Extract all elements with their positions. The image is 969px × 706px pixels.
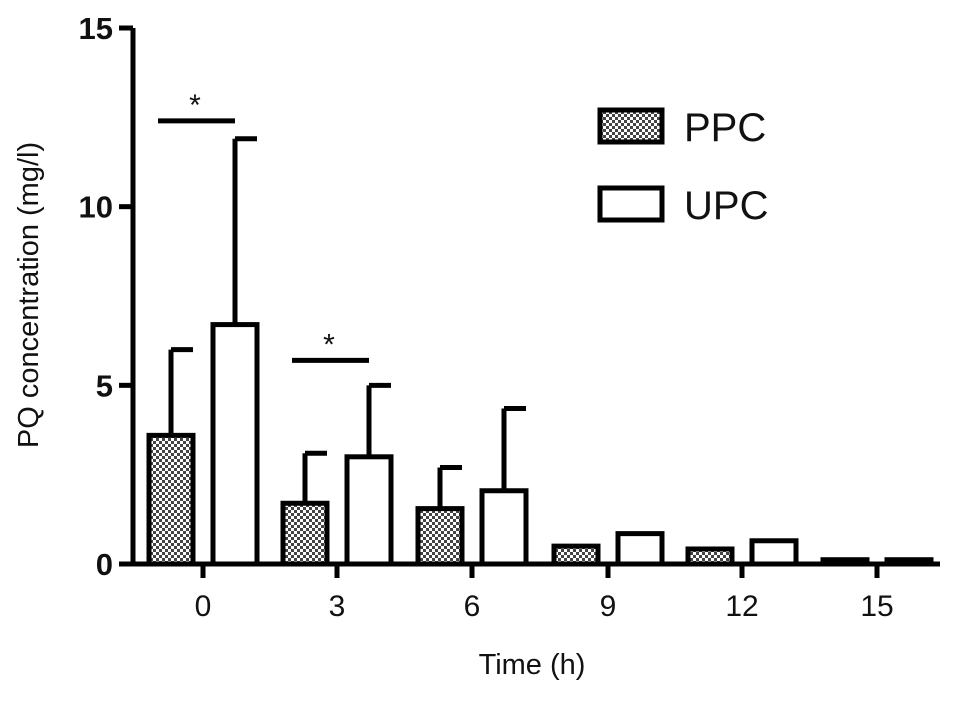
x-tick-label: 12 <box>725 590 758 623</box>
legend-label-upc: UPC <box>684 184 768 228</box>
y-axis-title: PQ concentration (mg/l) <box>13 142 45 448</box>
ppc-bar <box>280 500 330 567</box>
upc-bar <box>615 531 665 567</box>
x-tick-label: 3 <box>329 590 346 623</box>
x-tick-label: 0 <box>195 590 212 623</box>
x-tick-label: 9 <box>600 590 617 623</box>
legend-swatch-upc <box>597 185 665 223</box>
y-tick-label: 5 <box>96 368 113 403</box>
significance-star: * <box>323 328 335 361</box>
upc-bar <box>344 454 394 567</box>
y-tick-label: 15 <box>79 11 113 46</box>
upc-bar <box>479 488 529 567</box>
x-axis-title: Time (h) <box>479 649 586 681</box>
ppc-bar <box>685 546 735 567</box>
y-tick-label: 0 <box>96 547 113 582</box>
x-tick-label: 6 <box>464 590 481 623</box>
ppc-bar <box>146 432 196 567</box>
legend-swatch-ppc <box>597 107 665 145</box>
upc-bar <box>884 557 934 567</box>
x-tick-label: 15 <box>860 590 893 623</box>
legend-label-ppc: PPC <box>684 106 766 150</box>
plot-area: 0 5 10 15 0 3 6 9 12 15 * * PPC UPC <box>79 11 940 623</box>
significance-star: * <box>189 89 201 122</box>
ppc-bar <box>551 543 601 567</box>
ppc-bar <box>415 506 465 567</box>
upc-bar <box>210 322 260 567</box>
y-tick-label: 10 <box>79 190 113 225</box>
ppc-bar <box>820 557 870 567</box>
upc-bar <box>749 538 799 567</box>
